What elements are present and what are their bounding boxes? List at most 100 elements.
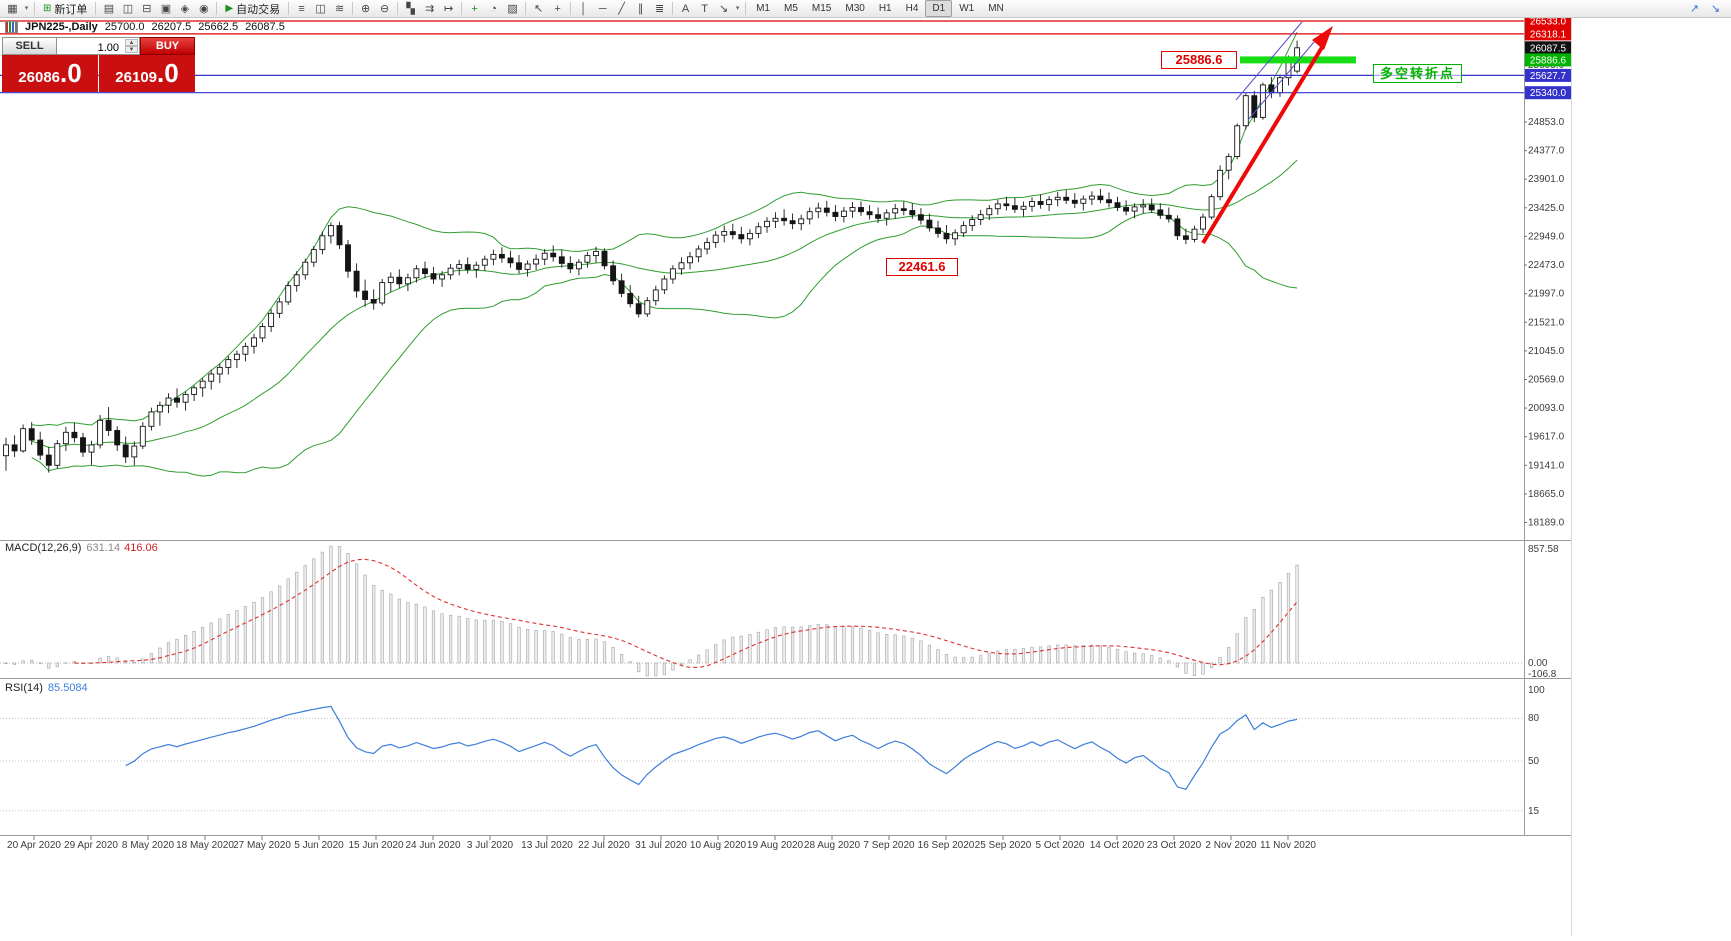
timeframe-button-m1[interactable]: M1 [756,3,770,14]
svg-text:24853.0: 24853.0 [1528,117,1565,128]
ohlc-low: 25662.5 [198,21,239,33]
bollinger-bands [31,31,1298,477]
scroll-up-icon[interactable]: ↗ [1689,3,1700,15]
trendline-icon[interactable]: ╱ [618,2,625,15]
svg-text:857.58: 857.58 [1528,544,1559,555]
profiles-dropdown-icon[interactable]: ▾ [24,4,29,12]
svg-text:24 Jun 2020: 24 Jun 2020 [405,840,460,851]
toolbar-separator [461,2,463,15]
line-chart-icon[interactable]: ≋ [334,2,345,15]
horizontal-line-icon[interactable]: ─ [598,2,607,15]
svg-text:20569.0: 20569.0 [1528,375,1565,386]
svg-text:3 Jul 2020: 3 Jul 2020 [467,840,514,851]
horizontal-price-lines[interactable] [0,20,1524,94]
volume-up-button[interactable]: ▲ [125,39,138,46]
tile-windows-icon[interactable]: ▚ [406,2,415,15]
buy-price-main: 26109 [115,69,158,86]
rsi-name: RSI(14) [5,682,43,694]
support-zone[interactable] [1240,56,1356,64]
svg-text:25886.6: 25886.6 [1530,55,1567,66]
autotrading-button[interactable]: ▶ 自动交易 [220,1,285,17]
svg-text:50: 50 [1528,756,1540,767]
new-chart-icon[interactable]: ▦ [7,2,18,15]
timeframe-button-h1[interactable]: H1 [878,3,892,14]
timeframe-button-m5[interactable]: M5 [784,3,798,14]
trend-arrow[interactable] [1201,26,1333,245]
periods-icon[interactable]: ◔ [490,2,497,15]
templates-icon[interactable]: ▨ [507,2,518,15]
indicators-icon[interactable]: + [471,2,478,15]
text-icon[interactable]: A [681,2,690,15]
toolbar-separator [352,2,354,15]
svg-text:27 May 2020: 27 May 2020 [233,840,291,851]
arrows-dropdown-icon[interactable]: ▾ [735,4,740,12]
support-price-label[interactable]: 22461.6 [886,258,958,276]
sell-price-display[interactable]: 26086.0 [2,55,98,92]
macd-indicator-label: MACD(12,26,9) 631.14 416.06 [5,542,158,554]
scroll-down-icon[interactable]: ↘ [1710,3,1721,15]
timeframe-button-mn[interactable]: MN [988,3,1004,14]
svg-text:19617.0: 19617.0 [1528,432,1565,443]
volume-input[interactable] [57,40,121,54]
cursor-icon[interactable]: ↖ [533,2,544,15]
volume-down-button[interactable]: ▼ [125,46,138,53]
svg-text:18 May 2020: 18 May 2020 [176,840,234,851]
text-label-icon[interactable]: T [701,2,708,15]
trade-price-row: 26086.0 26109.0 [2,55,195,92]
annotation-note[interactable]: 多空转折点 [1373,64,1463,83]
sell-button[interactable]: SELL [2,37,57,55]
market-watch-icon[interactable]: ▤ [103,2,115,15]
rsi-scale: 100 80 50 15 [1528,685,1545,817]
mini-trendlines[interactable] [1235,21,1315,121]
buy-price-display[interactable]: 26109.0 [99,55,195,92]
macd-histogram [4,545,1299,677]
equidistant-channel-icon[interactable]: ∥ [637,2,644,15]
bar-chart-icon[interactable]: ≡ [298,2,305,15]
new-order-button[interactable]: ⊞ 新订单 [38,1,92,17]
toolbar-right-icons: ↗ ↘ [1685,1,1725,17]
timeframe-button-h4[interactable]: H4 [905,3,919,14]
svg-text:0.00: 0.00 [1528,658,1548,669]
candlestick-chart-icon[interactable]: ◫ [315,2,326,15]
vertical-line-icon[interactable]: │ [580,2,588,15]
svg-text:5 Oct 2020: 5 Oct 2020 [1036,840,1085,851]
svg-text:18189.0: 18189.0 [1528,518,1565,529]
resistance-price-label[interactable]: 25886.6 [1161,51,1237,69]
autotrading-button-label: 自动交易 [236,3,281,16]
macd-value-1: 631.14 [86,542,121,554]
toolbar-separator [672,2,674,15]
timeframe-button-m30[interactable]: M30 [845,3,865,14]
timeframe-button-m15[interactable]: M15 [811,3,832,14]
data-window-icon[interactable]: ◫ [122,2,134,15]
svg-text:22 Jul 2020: 22 Jul 2020 [578,840,630,851]
crosshair-icon[interactable]: + [554,2,561,15]
alerts-icon[interactable]: ◉ [199,2,209,15]
svg-text:26318.1: 26318.1 [1530,29,1567,40]
svg-text:23425.0: 23425.0 [1528,203,1565,214]
time-scale-ticks [33,836,1289,840]
strategy-tester-icon[interactable]: ◈ [180,2,190,15]
toolbar-separator [525,2,527,15]
fibonacci-icon[interactable]: ≣ [654,2,665,15]
svg-text:7 Sep 2020: 7 Sep 2020 [863,840,915,851]
svg-text:18665.0: 18665.0 [1528,489,1565,500]
terminal-icon[interactable]: ▣ [160,2,172,15]
arrows-icon[interactable]: ↘ [718,2,729,15]
chart-shift-icon[interactable]: ↦ [443,2,454,15]
toolbar-separator [216,2,218,15]
svg-text:31 Jul 2020: 31 Jul 2020 [635,840,687,851]
timeframe-button-w1[interactable]: W1 [959,3,975,14]
navigator-icon[interactable]: ⊟ [142,2,152,15]
zoom-in-icon[interactable]: ⊕ [360,2,371,15]
zoom-out-icon[interactable]: ⊖ [379,2,390,15]
timeframe-button-d1[interactable]: D1 [925,0,953,17]
rsi-indicator-label: RSI(14) 85.5084 [5,682,88,694]
auto-scroll-icon[interactable]: ⇉ [424,2,435,15]
chart-window-icon [5,21,18,33]
buy-button[interactable]: BUY [140,37,195,55]
svg-text:21521.0: 21521.0 [1528,317,1565,328]
sell-price-main: 26086 [18,69,61,86]
